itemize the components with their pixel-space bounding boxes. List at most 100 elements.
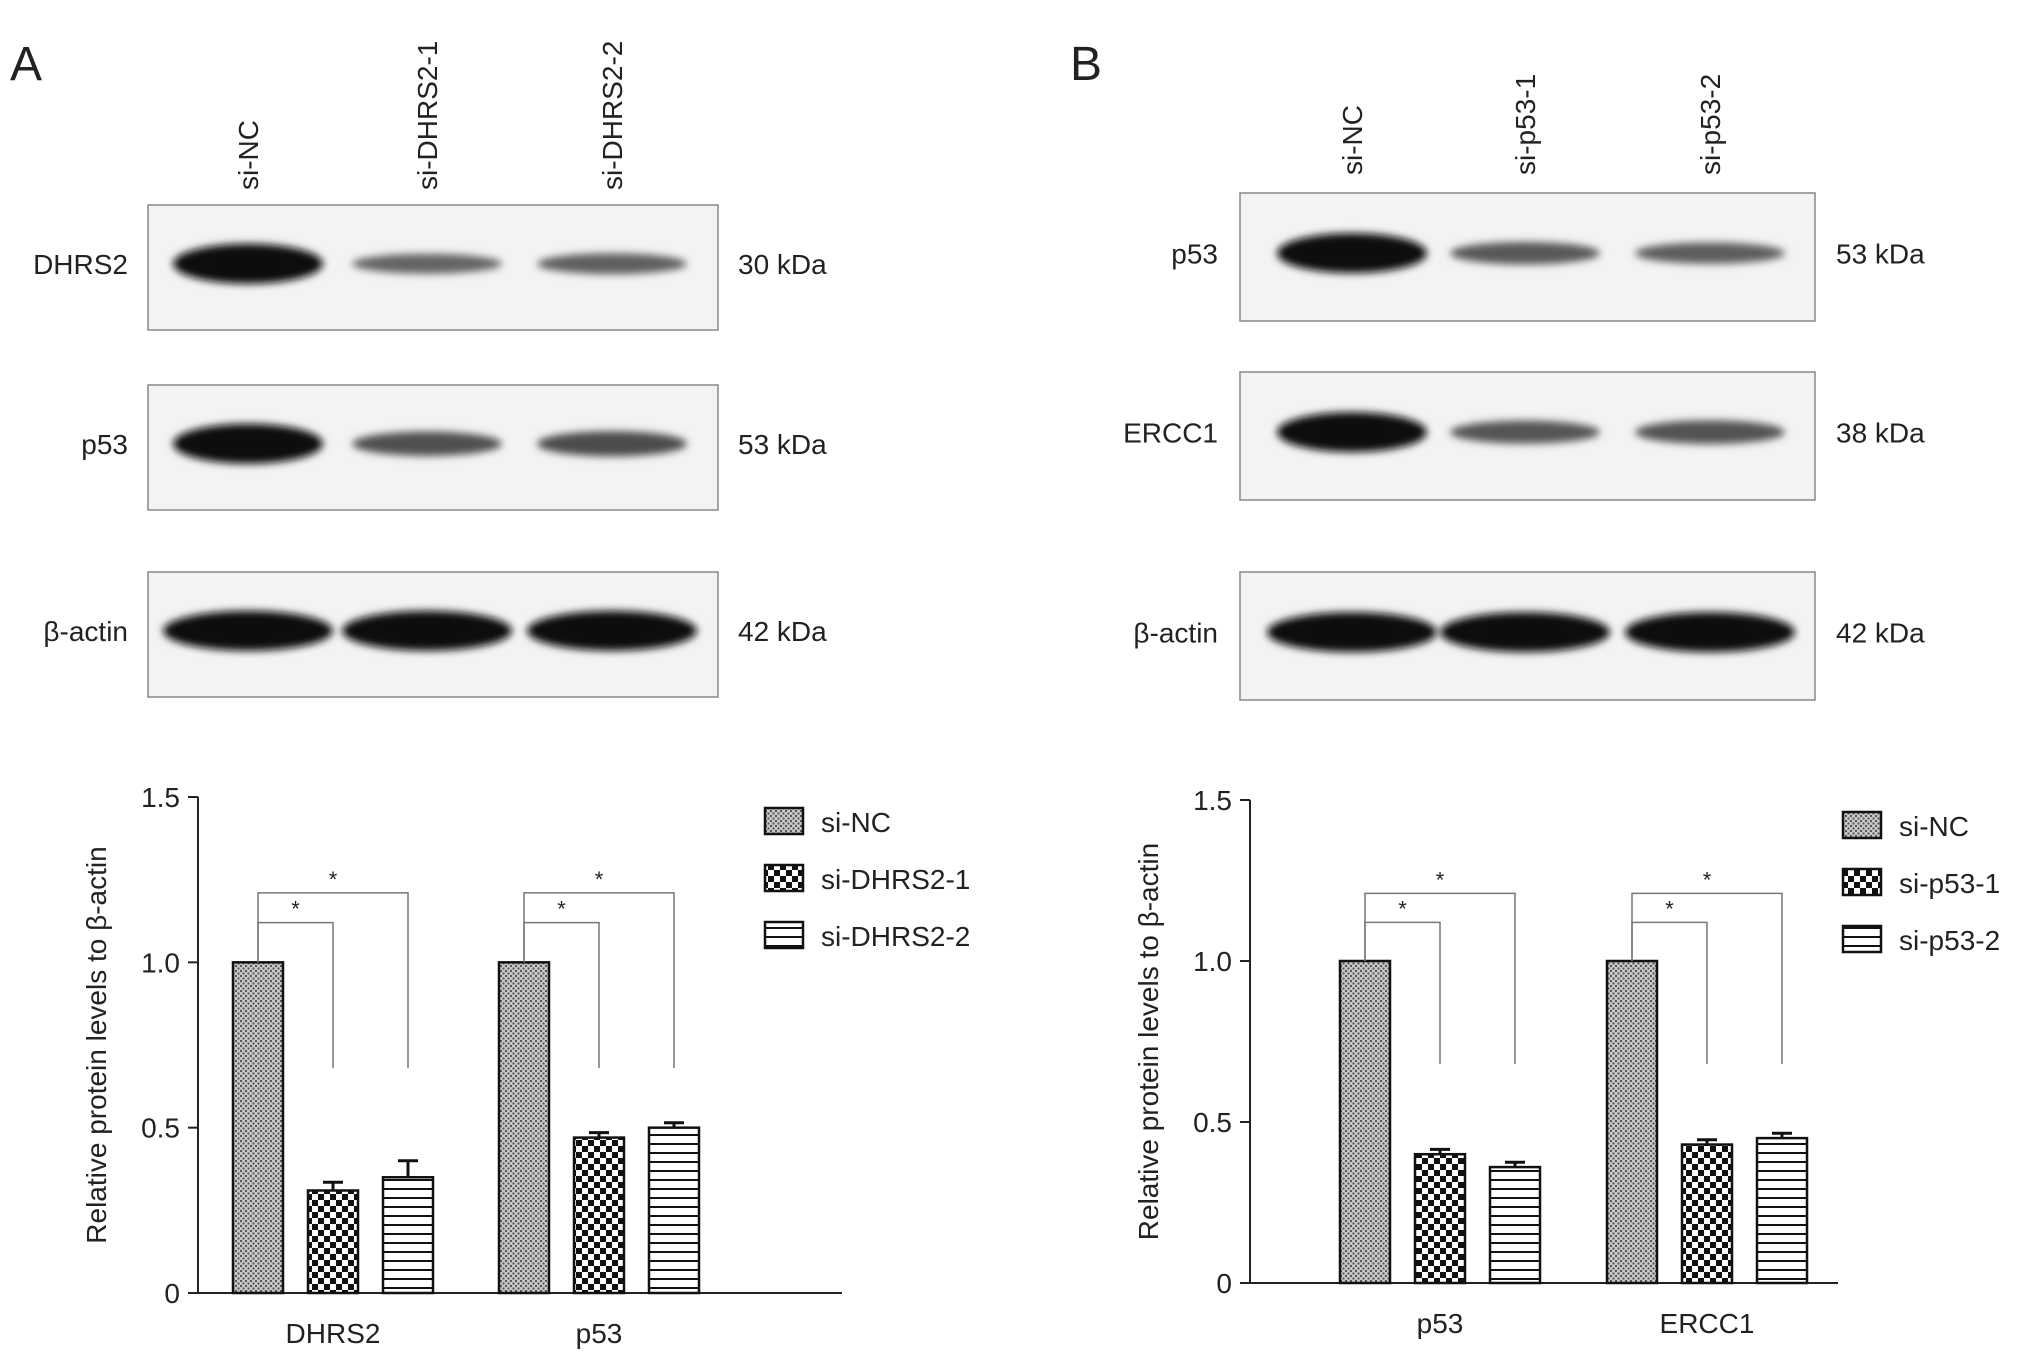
bar [647,1126,701,1295]
lane-label: si-DHRS2-2 [597,41,628,190]
legend-label: si-DHRS2-1 [821,864,970,895]
bar [306,1189,360,1295]
band [1625,612,1795,653]
band [342,610,512,651]
x-tick-label: p53 [1417,1308,1464,1339]
band [1267,612,1437,653]
legend-swatch [1841,867,1883,897]
band [1440,612,1610,653]
blot-row-actin: β-actin 42 kDa [1133,571,1925,701]
band [1450,241,1600,265]
significance-bracket [1364,892,1516,1065]
lane-label: si-p53-1 [1510,74,1541,175]
bar [1755,1136,1809,1285]
legend-label: si-DHRS2-2 [821,921,970,952]
blot-row-p53: p53 53 kDa [81,384,827,511]
band [1450,420,1600,444]
bar [1488,1165,1542,1285]
lane-label: si-DHRS2-1 [412,41,443,190]
blot-row-p53: p53 53 kDa [1171,192,1925,322]
legend-swatch [1841,810,1883,840]
significance-bracket [1631,892,1783,1065]
blot-row-actin: β-actin 42 kDa [43,571,827,698]
significance-bracket [257,892,409,1069]
significance-mark: * [329,867,338,892]
protein-label: DHRS2 [33,249,128,280]
y-tick-label: 0 [1216,1268,1232,1299]
band [173,423,323,464]
lane-label: si-NC [233,120,264,190]
protein-label: β-actin [1133,617,1218,648]
y-axis-label: Relative protein levels to β-actin [81,846,112,1243]
bar [1338,959,1392,1285]
legend: si-NC si-p53-1 si-p53-2 [1841,810,2000,956]
band [537,253,687,275]
legend-label: si-NC [1899,811,1969,842]
band [1277,412,1427,453]
legend-swatch [1841,924,1883,954]
size-label: 38 kDa [1836,417,1925,448]
x-tick-label: ERCC1 [1660,1308,1755,1339]
band [352,253,502,274]
blot-row-dhrs2: DHRS2 30 kDa [33,204,827,331]
y-tick-label: 1.5 [141,782,180,813]
x-tick-label: p53 [576,1318,623,1349]
legend: si-NC si-DHRS2-1 si-DHRS2-2 [763,806,970,952]
significance-mark: * [1398,896,1407,921]
bar-chart: 0 0.5 1.0 1.5 Relative protein levels to β-a… [81,782,842,1349]
significance-mark: * [291,897,300,922]
y-tick-label: 0.5 [141,1113,180,1144]
panel-label: A [10,38,42,91]
bar [1413,1152,1467,1285]
bar [381,1176,435,1295]
band [537,431,687,457]
size-label: 53 kDa [738,429,827,460]
band [1635,420,1785,445]
y-tick-label: 1.0 [1193,946,1232,977]
protein-label: p53 [81,429,128,460]
panel-a: Asi-NC si-DHRS2-1 si-DHRS2-2 DHRS2 30 kDa p53… [10,38,970,1349]
significance-bracket [523,892,675,1069]
lane-label: si-p53-2 [1695,74,1726,175]
significance-mark: * [595,867,604,892]
bar-chart: 0 0.5 1.0 1.5 Relative protein levels to β-a… [1133,785,1838,1339]
bar [497,961,551,1295]
band [1277,233,1427,274]
significance-mark: * [557,897,566,922]
y-tick-label: 0.5 [1193,1107,1232,1138]
bar [1605,959,1659,1285]
significance-mark: * [1436,867,1445,892]
significance-mark: * [1665,896,1674,921]
protein-label: ERCC1 [1123,417,1218,448]
band [527,610,697,651]
protein-label: β-actin [43,616,128,647]
legend-label: si-p53-2 [1899,925,2000,956]
lane-label: si-NC [1337,105,1368,175]
band [1635,242,1785,264]
band [352,431,502,456]
bar [231,961,285,1295]
y-tick-label: 1.0 [141,947,180,978]
size-label: 42 kDa [738,616,827,647]
band [173,243,323,284]
legend-swatch [763,806,805,836]
blot-row-ercc1: ERCC1 38 kDa [1123,371,1925,501]
size-label: 42 kDa [1836,617,1925,648]
legend-label: si-p53-1 [1899,868,2000,899]
y-axis-label: Relative protein levels to β-actin [1133,843,1164,1240]
protein-label: p53 [1171,238,1218,269]
size-label: 30 kDa [738,249,827,280]
y-tick-label: 0 [164,1278,180,1309]
size-label: 53 kDa [1836,238,1925,269]
y-tick-label: 1.5 [1193,785,1232,816]
legend-swatch [763,863,805,893]
significance-mark: * [1703,867,1712,892]
panel-b: Bsi-NC si-p53-1 si-p53-2 p53 53 kDa ERCC1 38 k… [1070,38,2000,1339]
panel-label: B [1070,38,1102,91]
legend-swatch [763,920,805,950]
band [163,610,333,651]
bar [1680,1143,1734,1285]
x-tick-label: DHRS2 [286,1318,381,1349]
bar [572,1136,626,1295]
